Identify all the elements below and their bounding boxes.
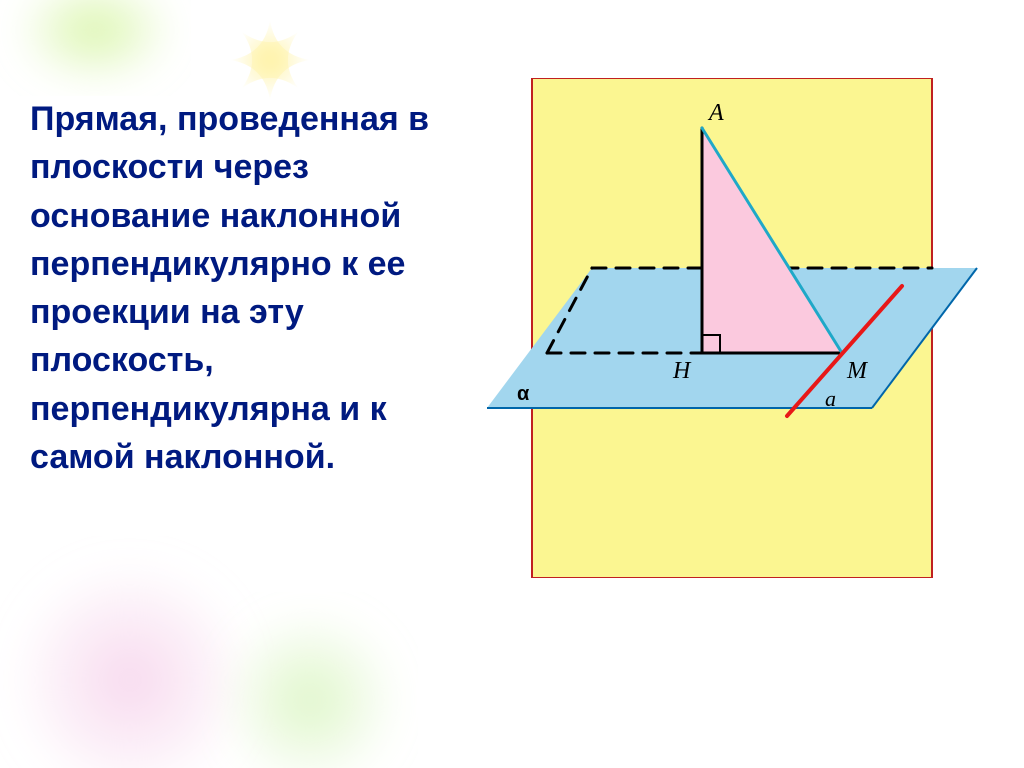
label-alpha: α <box>517 383 530 405</box>
label-M: M <box>846 358 869 384</box>
slide: Прямая, проведенная в плоскости через ос… <box>0 0 1024 768</box>
label-H: H <box>672 358 692 384</box>
theorem-text: Прямая, проведенная в плоскости через ос… <box>30 95 460 481</box>
geometry-figure: A H Ma α <box>487 78 987 578</box>
label-a: a <box>825 386 836 411</box>
label-A: A <box>707 100 724 126</box>
